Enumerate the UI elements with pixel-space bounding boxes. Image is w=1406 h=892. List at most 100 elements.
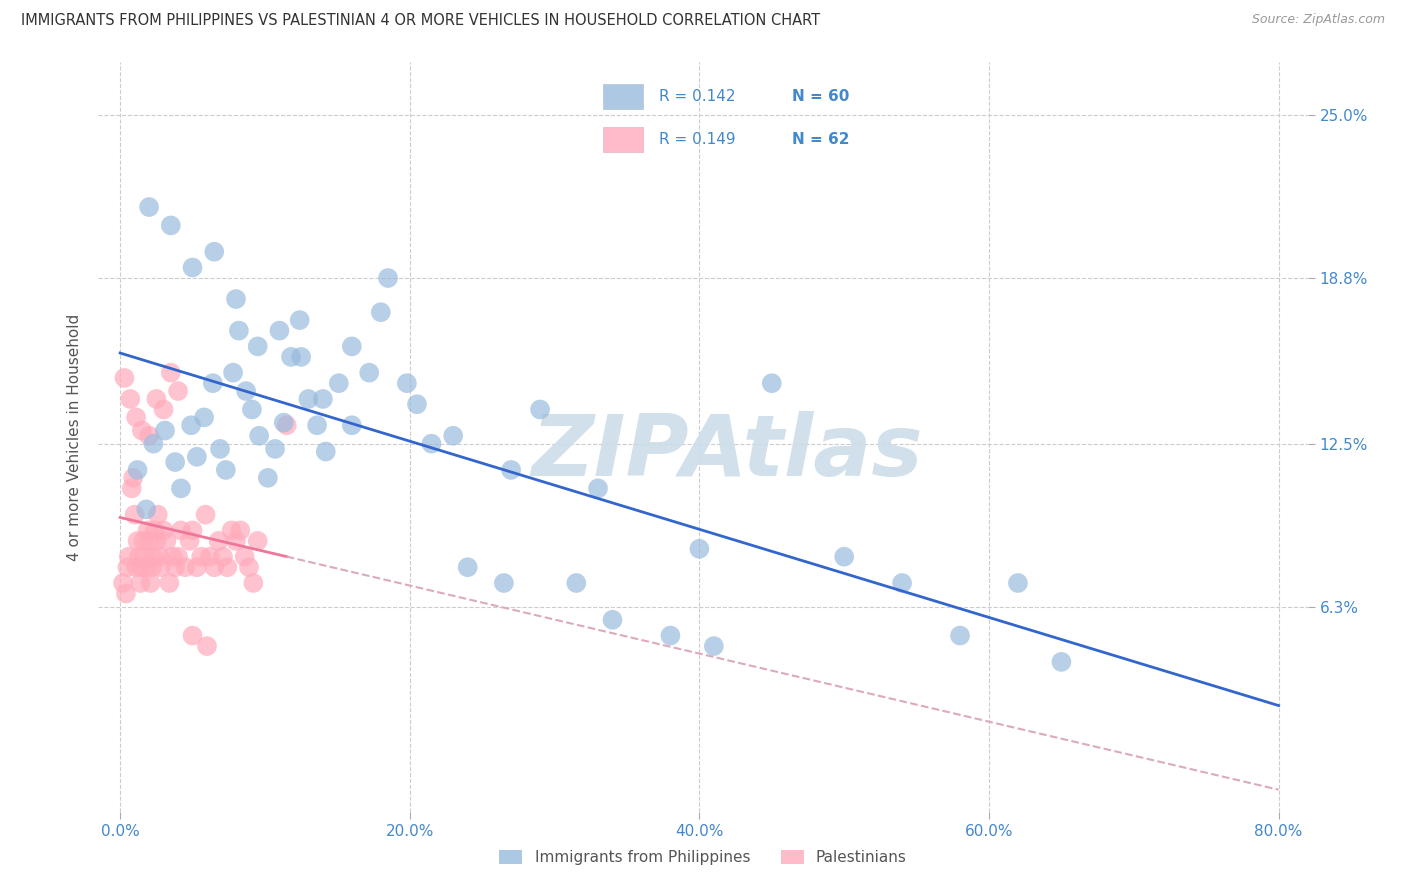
Point: [138, 200, 160, 214]
Point: [280, 350, 302, 364]
Point: [138, 429, 160, 443]
Point: [181, 524, 204, 538]
Point: [269, 324, 291, 338]
Point: [139, 576, 162, 591]
Point: [135, 560, 157, 574]
Point: [122, 471, 145, 485]
Point: [202, 560, 225, 574]
Point: [359, 366, 381, 380]
Point: [145, 392, 167, 406]
Point: [138, 533, 160, 548]
Legend: Immigrants from Philippines, Palestinians: Immigrants from Philippines, Palestinian…: [494, 844, 912, 871]
Point: [761, 376, 783, 391]
Point: [659, 629, 682, 643]
Point: [124, 508, 146, 522]
Point: [264, 442, 287, 456]
Point: [212, 549, 235, 564]
Point: [148, 549, 170, 564]
Point: [131, 560, 153, 574]
Point: [180, 418, 202, 433]
Point: [195, 639, 218, 653]
Point: [242, 576, 264, 591]
Point: [207, 533, 229, 548]
Point: [312, 392, 335, 406]
Point: [145, 533, 167, 548]
Point: [215, 463, 238, 477]
Point: [186, 560, 208, 574]
Point: [586, 481, 609, 495]
Point: [565, 576, 588, 591]
Point: [127, 533, 149, 548]
Point: [247, 429, 270, 443]
Point: [1050, 655, 1073, 669]
Text: R = 0.142: R = 0.142: [658, 89, 735, 103]
Point: [115, 586, 138, 600]
Point: [221, 524, 243, 538]
Point: [290, 350, 312, 364]
Point: [307, 418, 329, 433]
Point: [131, 424, 153, 438]
Point: [118, 549, 141, 564]
Point: [315, 444, 337, 458]
Point: [186, 450, 208, 464]
Point: [441, 429, 464, 443]
Point: [229, 524, 252, 538]
Point: [155, 533, 177, 548]
Point: [165, 455, 187, 469]
Point: [198, 549, 221, 564]
Point: [170, 481, 193, 495]
Point: [703, 639, 725, 653]
Point: [167, 384, 190, 398]
Point: [117, 560, 139, 574]
Point: [222, 366, 245, 380]
Point: [246, 533, 269, 548]
Point: [181, 629, 204, 643]
Point: [949, 629, 972, 643]
Point: [201, 376, 224, 391]
Point: [152, 402, 174, 417]
Point: [135, 502, 157, 516]
Point: [370, 305, 392, 319]
Point: [193, 410, 215, 425]
Point: [297, 392, 319, 406]
Point: [136, 524, 159, 538]
Point: [602, 613, 624, 627]
Point: [235, 384, 257, 398]
Point: [228, 324, 250, 338]
Point: [225, 292, 247, 306]
Point: [157, 576, 180, 591]
Point: [406, 397, 429, 411]
Point: [127, 463, 149, 477]
Point: [1007, 576, 1029, 591]
Point: [153, 424, 176, 438]
Point: [112, 576, 135, 591]
Point: [209, 442, 232, 456]
Point: [340, 418, 363, 433]
Point: [891, 576, 914, 591]
Point: [688, 541, 710, 556]
Point: [273, 416, 295, 430]
Point: [501, 463, 523, 477]
Text: IMMIGRANTS FROM PHILIPPINES VS PALESTINIAN 4 OR MORE VEHICLES IN HOUSEHOLD CORRE: IMMIGRANTS FROM PHILIPPINES VS PALESTINI…: [21, 13, 820, 29]
Point: [202, 244, 225, 259]
Point: [146, 508, 169, 522]
Point: [194, 508, 217, 522]
Point: [120, 392, 142, 406]
Point: [159, 366, 181, 380]
Point: [529, 402, 551, 417]
Point: [179, 533, 201, 548]
Point: [159, 219, 181, 233]
Point: [125, 560, 148, 574]
Y-axis label: 4 or more Vehicles in Household: 4 or more Vehicles in Household: [67, 313, 83, 561]
Point: [420, 436, 443, 450]
Point: [190, 549, 212, 564]
Point: [395, 376, 418, 391]
Point: [257, 471, 280, 485]
Point: [114, 371, 136, 385]
Point: [121, 481, 143, 495]
Point: [129, 576, 152, 591]
Point: [276, 418, 298, 433]
Point: [238, 560, 260, 574]
Point: [492, 576, 515, 591]
Point: [142, 436, 165, 450]
